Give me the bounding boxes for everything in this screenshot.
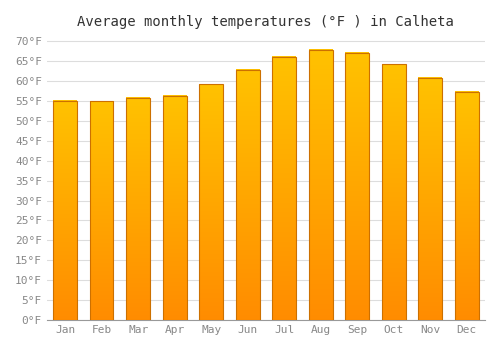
Bar [126, 98, 150, 320]
Bar [90, 101, 114, 320]
Bar [418, 78, 442, 320]
Title: Average monthly temperatures (°F ) in Calheta: Average monthly temperatures (°F ) in Ca… [78, 15, 454, 29]
Bar [272, 57, 296, 320]
Bar [455, 92, 478, 320]
Bar [346, 52, 369, 320]
Bar [236, 70, 260, 320]
Bar [163, 96, 186, 320]
Bar [200, 84, 223, 320]
Bar [382, 64, 406, 320]
Bar [54, 101, 77, 320]
Bar [309, 50, 332, 320]
